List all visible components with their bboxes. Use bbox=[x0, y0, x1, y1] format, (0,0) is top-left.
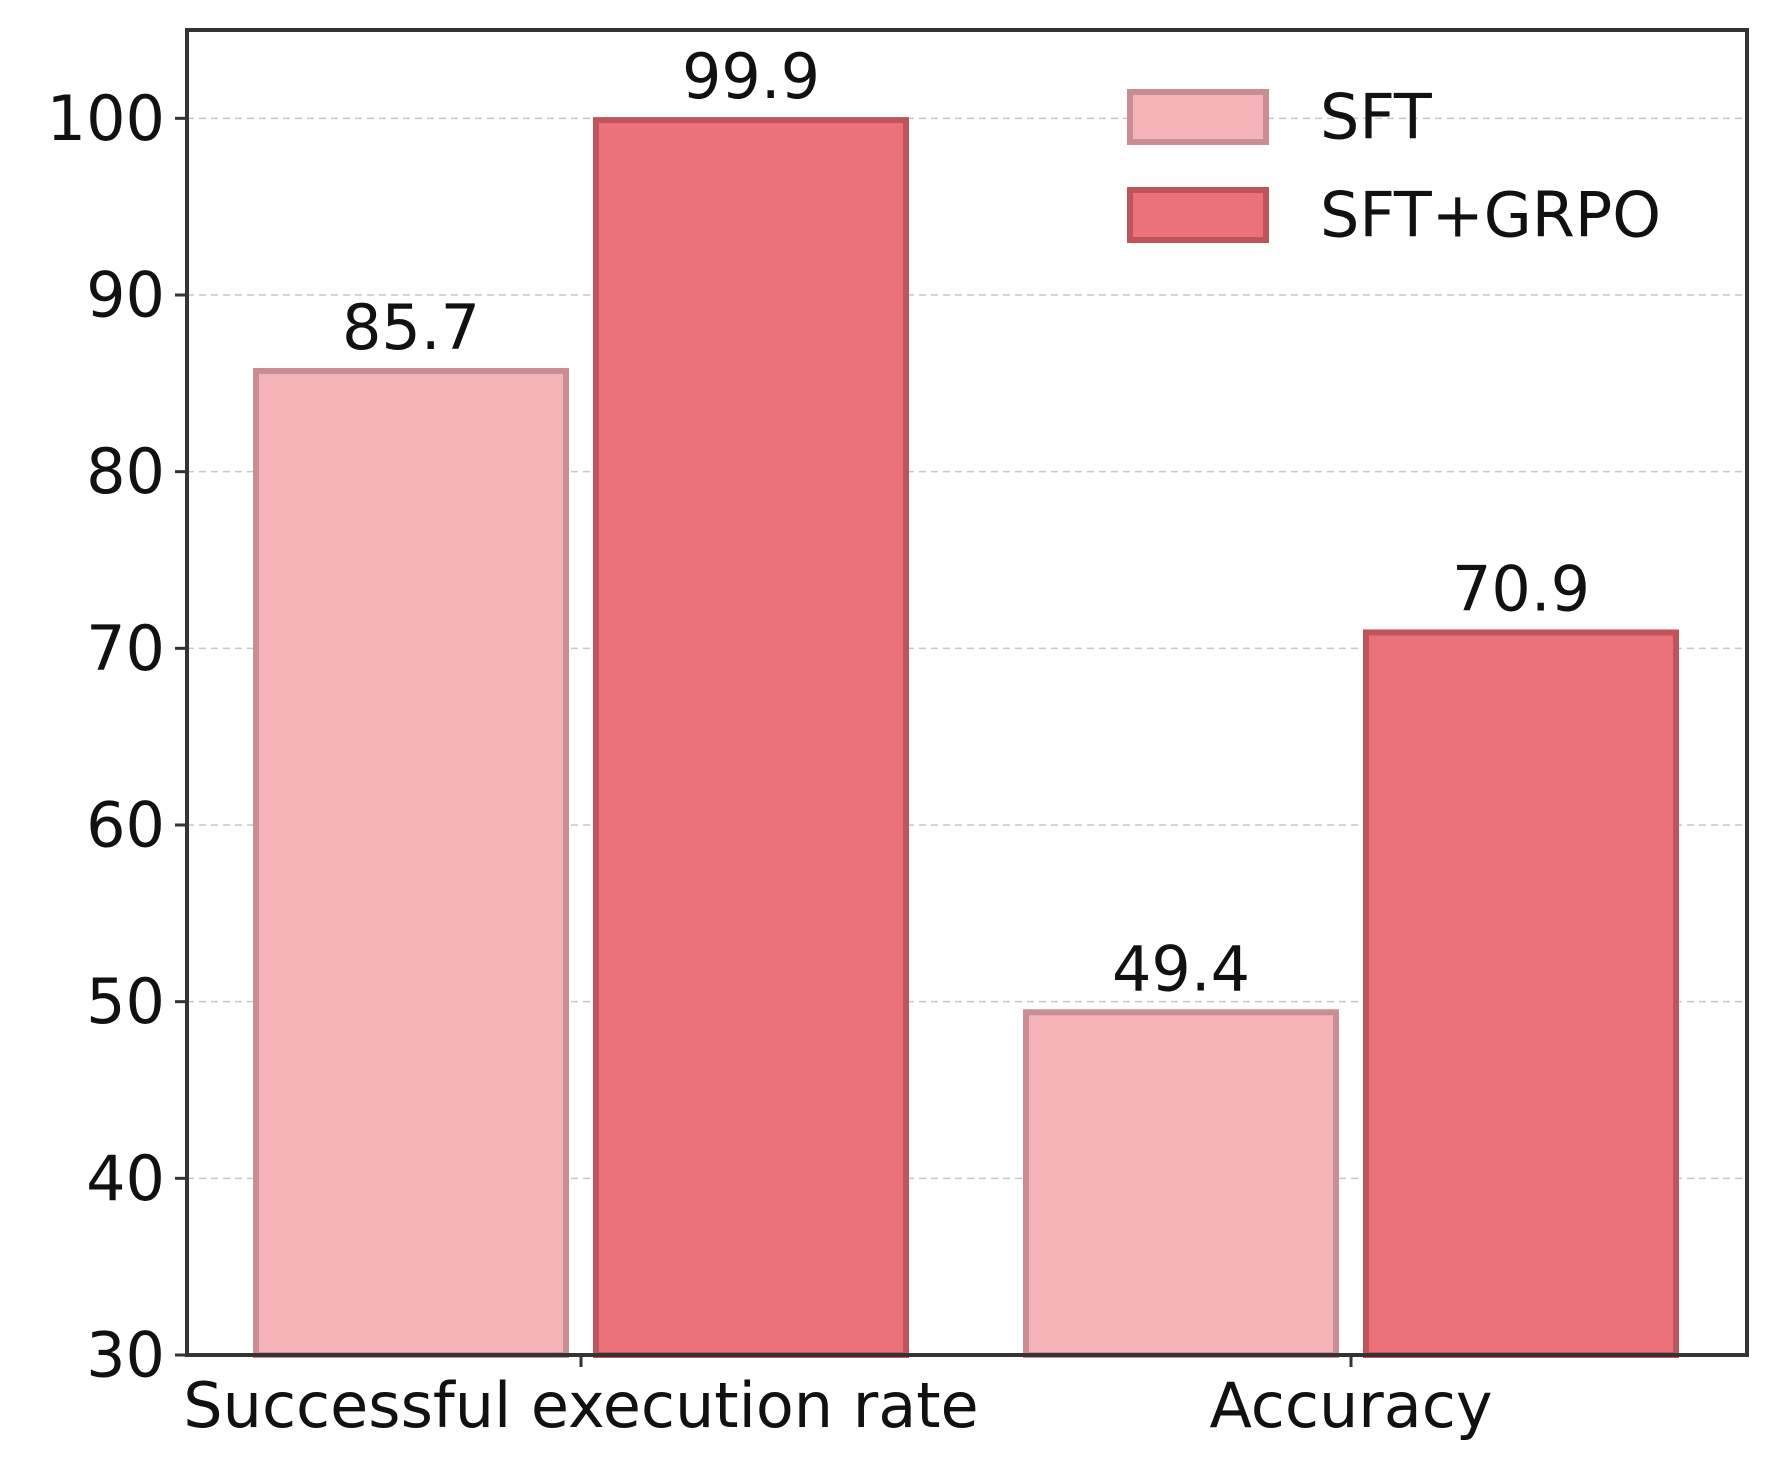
y-tick-label: 40 bbox=[86, 1142, 165, 1215]
bar-sft-grpo-0 bbox=[593, 117, 909, 1359]
label-layer: 85.7 99.9 49.4 70.9 bbox=[342, 40, 1590, 1005]
x-category-label: Successful execution rate bbox=[183, 1369, 978, 1442]
bar-sft-grpo-1 bbox=[1363, 629, 1679, 1358]
y-tick-label: 70 bbox=[86, 612, 165, 685]
bar-sft-1 bbox=[1023, 1009, 1339, 1358]
y-tick-label: 60 bbox=[86, 789, 165, 862]
legend-swatch-sft bbox=[1127, 89, 1269, 145]
legend-label: SFT bbox=[1320, 81, 1433, 154]
bar-value-label: 70.9 bbox=[1452, 552, 1590, 625]
bar-value-label: 49.4 bbox=[1112, 932, 1250, 1005]
axis-layer: 30 40 50 60 70 80 90 100 Successful execution ra… bbox=[47, 28, 1749, 1442]
bar-sft-0 bbox=[253, 367, 569, 1358]
y-tick-label: 80 bbox=[86, 435, 165, 508]
bar-value-label: 99.9 bbox=[682, 40, 820, 113]
bar-value-label: 85.7 bbox=[342, 291, 480, 364]
legend-label: SFT+GRPO bbox=[1320, 179, 1661, 252]
y-tick-label: 100 bbox=[47, 82, 165, 155]
plot-frame bbox=[185, 28, 1749, 1357]
legend-swatch-sft-grpo bbox=[1127, 187, 1269, 243]
y-tick-label: 30 bbox=[86, 1319, 165, 1392]
legend: SFT SFT+GRPO bbox=[1127, 81, 1661, 252]
y-tick-label: 50 bbox=[86, 965, 165, 1038]
bar-layer bbox=[253, 117, 1679, 1359]
y-tick-label: 90 bbox=[86, 259, 165, 332]
x-category-label: Accuracy bbox=[1209, 1369, 1492, 1442]
